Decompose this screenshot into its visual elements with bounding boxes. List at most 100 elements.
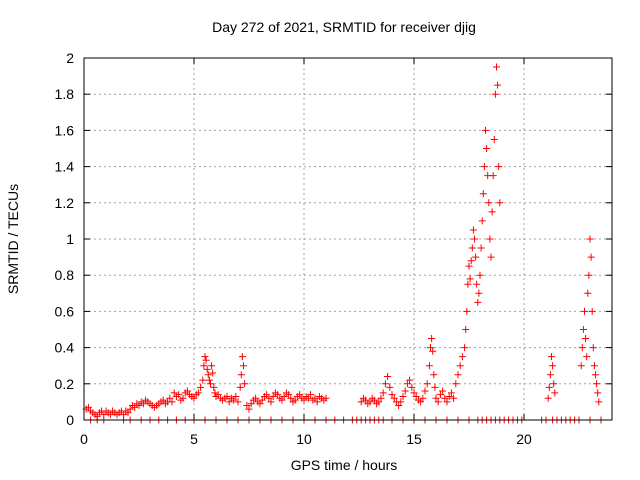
y-tick-label: 0.8 — [55, 267, 75, 283]
data-point — [377, 394, 385, 402]
data-point — [488, 208, 496, 216]
data-point — [106, 411, 114, 419]
data-point — [581, 307, 588, 315]
data-point — [585, 271, 593, 279]
data-point — [425, 362, 433, 370]
data-point — [452, 380, 460, 388]
data-point — [594, 389, 602, 397]
data-point — [487, 253, 495, 261]
data-point — [252, 394, 260, 402]
data-point — [397, 398, 405, 406]
data-point — [203, 365, 211, 373]
data-point — [432, 394, 440, 402]
data-point — [237, 371, 245, 379]
data-point — [458, 353, 466, 361]
x-tick-label: 20 — [516, 431, 532, 447]
data-point — [417, 398, 425, 406]
data-point — [423, 380, 431, 388]
data-point — [474, 298, 482, 306]
data-point — [464, 280, 472, 288]
axis-ticks — [83, 57, 612, 421]
data-point — [274, 391, 282, 399]
data-point — [439, 387, 447, 395]
data-point — [384, 373, 392, 381]
data-point — [357, 398, 365, 406]
y-axis-label: SRMTID / TECUs — [5, 184, 21, 294]
data-point — [375, 398, 383, 406]
data-point — [204, 371, 212, 379]
data-point — [429, 347, 437, 355]
data-point — [478, 217, 486, 225]
data-point — [205, 376, 213, 384]
y-tick-label: 1.4 — [55, 159, 75, 175]
data-point — [296, 391, 304, 399]
data-point — [131, 403, 139, 411]
data-point — [588, 307, 596, 315]
data-point — [199, 376, 207, 384]
x-tick-label: 0 — [80, 431, 88, 447]
y-tick-label: 0.4 — [55, 340, 75, 356]
data-point — [311, 394, 319, 402]
data-point — [403, 380, 411, 388]
data-point — [168, 398, 176, 406]
data-point — [166, 394, 174, 402]
data-point — [245, 405, 253, 413]
data-point — [388, 391, 396, 399]
data-point — [589, 344, 597, 352]
data-point — [406, 376, 414, 384]
data-point — [395, 402, 403, 410]
data-point — [463, 307, 471, 315]
data-point — [265, 394, 273, 402]
data-point — [408, 383, 416, 391]
data-point — [287, 394, 295, 402]
data-point — [579, 326, 587, 333]
data-point — [135, 402, 143, 410]
data-point — [236, 383, 244, 391]
data-point — [263, 391, 271, 399]
data-point — [208, 362, 216, 370]
data-point — [595, 398, 603, 406]
data-point — [495, 163, 503, 171]
data-point — [243, 402, 251, 410]
data-point — [211, 389, 219, 397]
data-point — [247, 400, 255, 408]
data-point — [592, 371, 599, 379]
data-point — [170, 389, 178, 397]
data-point — [434, 398, 442, 406]
data-point — [586, 235, 594, 243]
data-point — [124, 409, 132, 417]
data-point — [421, 387, 429, 395]
data-point — [550, 380, 558, 388]
data-point — [473, 280, 481, 288]
x-tick-label: 15 — [406, 431, 422, 447]
y-tick-label: 1 — [66, 231, 74, 247]
y-tick-label: 0.6 — [55, 303, 75, 319]
data-point — [469, 226, 477, 234]
data-point — [210, 383, 218, 391]
x-axis-label: GPS time / hours — [291, 457, 398, 473]
data-point — [485, 199, 493, 207]
data-point — [545, 383, 553, 391]
data-point — [494, 81, 502, 89]
data-point — [278, 396, 286, 404]
data-point — [486, 235, 494, 243]
data-point — [202, 356, 210, 364]
data-point — [427, 344, 434, 352]
data-point — [307, 391, 315, 399]
data-point — [280, 392, 288, 400]
data-point — [207, 380, 214, 388]
y-tick-label: 0 — [66, 412, 74, 428]
data-point — [241, 380, 249, 388]
data-point — [126, 405, 134, 413]
data-point — [482, 126, 489, 134]
data-point — [386, 383, 394, 391]
data-point — [322, 394, 330, 402]
data-point — [234, 398, 242, 406]
x-tick-label: 10 — [296, 431, 312, 447]
data-point — [285, 391, 293, 399]
data-point — [491, 90, 499, 98]
data-point — [209, 369, 217, 377]
data-point — [476, 271, 484, 279]
data-point — [201, 353, 209, 361]
